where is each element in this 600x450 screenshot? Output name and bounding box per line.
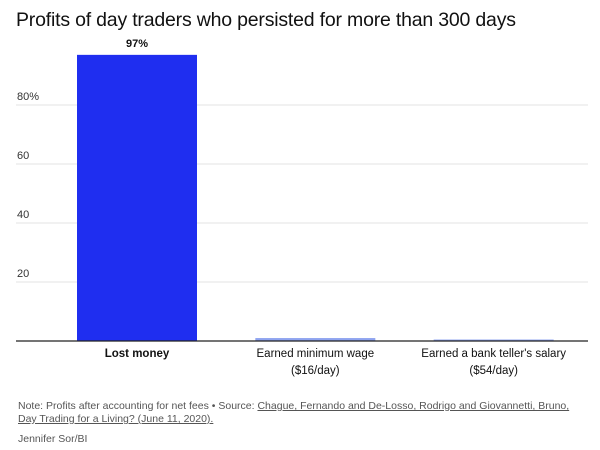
- y-tick-label: 40: [17, 209, 29, 221]
- x-tick-label: Earned minimum wage: [257, 348, 375, 360]
- chart-title: Profits of day traders who persisted for…: [16, 9, 516, 31]
- bar: [433, 339, 554, 341]
- x-tick-label: Lost money: [105, 348, 170, 360]
- data-label: 97%: [126, 38, 148, 50]
- note-prefix: Note: Profits after accounting for net f…: [18, 400, 258, 412]
- bar: [255, 338, 376, 341]
- x-tick-label: Earned a bank teller's salary: [421, 348, 566, 360]
- y-tick-label: 80%: [17, 91, 39, 103]
- bar: [77, 54, 197, 341]
- y-tick-label: 20: [17, 268, 29, 280]
- x-tick-label: ($54/day): [469, 365, 518, 377]
- chart-note: Note: Profits after accounting for net f…: [18, 400, 578, 426]
- chart-credit: Jennifer Sor/BI: [18, 433, 88, 445]
- bar-chart: 20 40 60 80% 97% Lost money Earned minimum wag…: [16, 38, 588, 377]
- x-tick-label: ($16/day): [291, 365, 340, 377]
- source-link[interactable]: Chague, Fernando and De-Losso, Rodrigo a…: [18, 400, 570, 425]
- y-tick-label: 60: [17, 150, 29, 162]
